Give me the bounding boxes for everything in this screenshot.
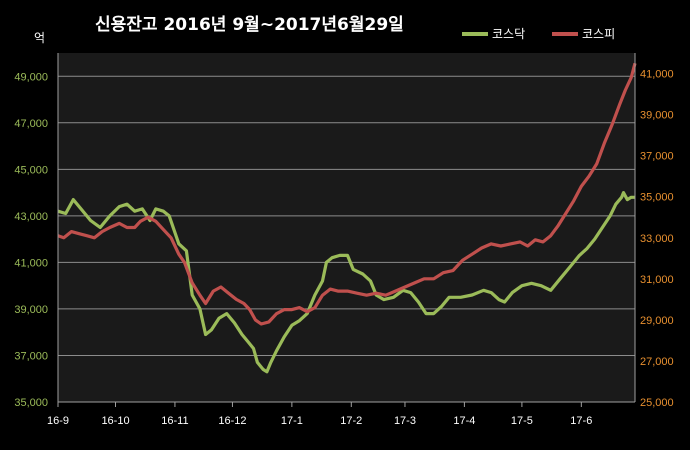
series-line-kosdaq <box>57 191 635 374</box>
x-axis-tick-label: 16-10 <box>101 415 129 427</box>
x-axis-tick-label: 17-3 <box>394 415 416 427</box>
left-axis-tick-label: 45,000 <box>14 164 48 176</box>
right-axis-tick-label: 27,000 <box>640 356 674 368</box>
left-axis-tick-label: 47,000 <box>14 118 48 130</box>
left-axis-unit: 억 <box>34 31 45 45</box>
x-axis-tick-label: 17-4 <box>453 415 475 427</box>
left-axis-tick-label: 41,000 <box>14 257 48 269</box>
left-axis-tick-label: 43,000 <box>14 211 48 223</box>
legend-label-kospi: 코스피 <box>582 27 615 41</box>
x-axis-tick-label: 17-2 <box>340 415 362 427</box>
left-axis-tick-label: 39,000 <box>14 304 48 316</box>
right-axis-tick-label: 25,000 <box>640 397 674 409</box>
legend: 코스닥 코스피 <box>462 27 615 41</box>
right-axis-tick-label: 31,000 <box>640 274 674 286</box>
plot-area <box>58 53 635 402</box>
legend-label-kosdaq: 코스닥 <box>492 27 525 41</box>
x-axis-tick-label: 16-12 <box>218 415 246 427</box>
right-axis-tick-label: 33,000 <box>640 233 674 245</box>
right-axis-tick-label: 37,000 <box>640 151 674 163</box>
left-axis-tick-label: 49,000 <box>14 71 48 83</box>
right-axis-tick-label: 35,000 <box>640 192 674 204</box>
series-lines <box>57 62 637 374</box>
left-axis-tick-label: 37,000 <box>14 350 48 362</box>
x-axis-tick-label: 16-11 <box>161 415 188 427</box>
right-axis-tick-label: 29,000 <box>640 315 674 327</box>
x-axis-tick-label: 17-5 <box>511 415 533 427</box>
chart-title: 신용잔고 2016년 9월~2017년6월29일 <box>95 15 404 35</box>
x-axis-tick-label: 16-9 <box>47 415 69 427</box>
axes: 35,000 37,000 39,000 41,000 43,000 45,000 47,0… <box>14 53 674 427</box>
right-axis-tick-label: 41,000 <box>640 69 674 81</box>
x-axis-tick-label: 17-1 <box>281 415 303 427</box>
left-axis-tick-label: 35,000 <box>14 397 48 409</box>
right-axis-tick-label: 39,000 <box>640 110 674 122</box>
series-line-kospi <box>57 62 637 326</box>
x-axis-tick-label: 17-6 <box>570 415 592 427</box>
